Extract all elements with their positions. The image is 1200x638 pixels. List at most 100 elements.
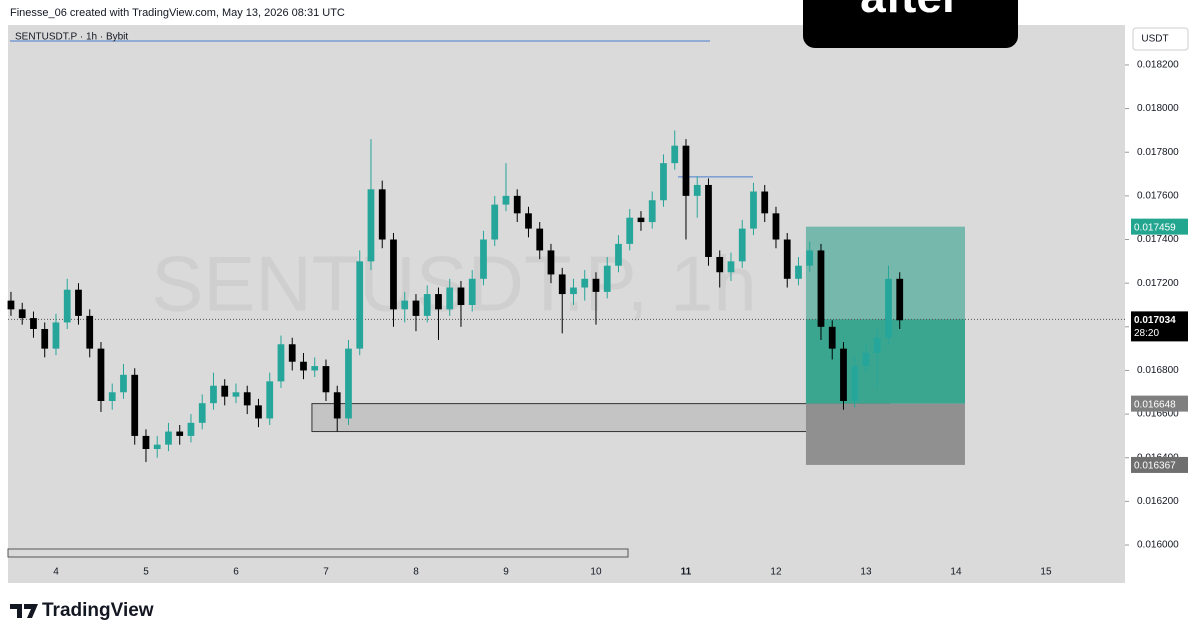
candle-body — [232, 392, 240, 397]
candle — [660, 154, 667, 207]
candle — [7, 291, 15, 316]
candle-body — [412, 300, 420, 316]
x-tick-label: 10 — [590, 567, 602, 578]
candle-body — [468, 278, 476, 305]
candle-body — [536, 228, 544, 251]
candle-body — [97, 348, 105, 402]
candle — [457, 280, 465, 327]
candle-body — [896, 278, 904, 321]
x-tick-label: 8 — [413, 567, 419, 578]
y-tick-label: 0.018000 — [1137, 103, 1179, 114]
candle-body — [603, 265, 611, 292]
candle — [873, 328, 881, 388]
candle — [738, 219, 746, 268]
y-tick-label: 0.017800 — [1137, 147, 1179, 158]
candle — [401, 291, 409, 323]
x-tick-label: 5 — [143, 567, 149, 578]
candle — [41, 322, 49, 358]
candle-body — [198, 403, 206, 423]
candle — [187, 414, 195, 443]
candle — [356, 250, 364, 356]
zone — [311, 403, 891, 433]
candle — [435, 287, 442, 340]
candle-body — [18, 309, 26, 319]
candle-body — [783, 239, 791, 279]
candle-body — [300, 361, 307, 371]
currency-button[interactable] — [1132, 27, 1189, 51]
candle-body — [750, 191, 757, 229]
watermark: SENTUSDT.P, 1h — [151, 240, 756, 328]
candle-body — [367, 189, 375, 262]
brand-icon — [10, 604, 38, 618]
candle-body — [716, 256, 724, 273]
candle-body — [851, 366, 859, 402]
candle — [446, 278, 454, 316]
candle-body — [738, 228, 746, 262]
candle — [468, 270, 476, 312]
candle — [806, 241, 814, 273]
entry-label: 0.016648 — [1134, 399, 1176, 410]
candle-body — [30, 318, 37, 329]
candle — [131, 368, 139, 445]
candle-body — [41, 328, 49, 349]
candle-body — [322, 366, 330, 393]
candle — [153, 435, 161, 458]
candle — [817, 243, 825, 340]
candle — [165, 422, 172, 452]
x-tick-label: 4 — [53, 567, 59, 578]
candle — [311, 357, 319, 377]
position-loss — [805, 403, 965, 465]
candle — [603, 256, 611, 299]
x-tick-label: 12 — [770, 567, 782, 578]
last-price-label: 0.017034 — [1134, 315, 1176, 326]
candle-body — [761, 191, 769, 214]
candle-body — [390, 239, 397, 310]
candle-body — [255, 405, 262, 419]
x-tick-label: 13 — [860, 567, 872, 578]
candle — [558, 267, 566, 334]
candle — [513, 189, 521, 223]
candle-body — [648, 200, 656, 223]
brand-logo: TradingView — [10, 600, 154, 621]
candle — [693, 176, 701, 218]
badge-box — [803, 0, 1018, 48]
target-label-box — [1131, 218, 1188, 235]
target-label: 0.017459 — [1134, 222, 1176, 233]
y-tick-label: 0.016000 — [1137, 540, 1179, 551]
candle-body — [401, 300, 409, 310]
candle — [277, 335, 285, 388]
candle-body — [491, 204, 499, 240]
candle-body — [423, 294, 431, 316]
candle — [840, 342, 847, 410]
candle — [210, 372, 217, 410]
candle-body — [345, 348, 352, 419]
candle-body — [108, 392, 116, 402]
x-tick-label: 7 — [323, 567, 329, 578]
candle — [671, 130, 679, 170]
candle — [30, 311, 37, 338]
y-tick-label: 0.017400 — [1137, 234, 1179, 245]
candle-body — [356, 261, 364, 349]
candle-body — [120, 374, 127, 393]
candle-body — [142, 435, 150, 450]
candle — [75, 283, 82, 325]
candle-body — [558, 274, 566, 295]
candle-body — [705, 184, 712, 257]
last-price-box — [1131, 311, 1188, 342]
candle — [727, 252, 735, 281]
candle — [626, 208, 634, 251]
candle-body — [817, 250, 825, 327]
candle — [851, 357, 859, 408]
candle — [322, 359, 330, 402]
candle — [570, 278, 577, 305]
candle-body — [153, 444, 161, 450]
candle — [581, 270, 589, 301]
candle-body — [446, 287, 454, 310]
candle — [18, 302, 26, 325]
candle — [615, 235, 622, 273]
x-tick-label: 9 — [503, 567, 509, 578]
entry-label-box — [1131, 395, 1188, 412]
candle-body — [570, 287, 577, 295]
candle-body — [682, 145, 690, 196]
candle-body — [210, 385, 217, 404]
